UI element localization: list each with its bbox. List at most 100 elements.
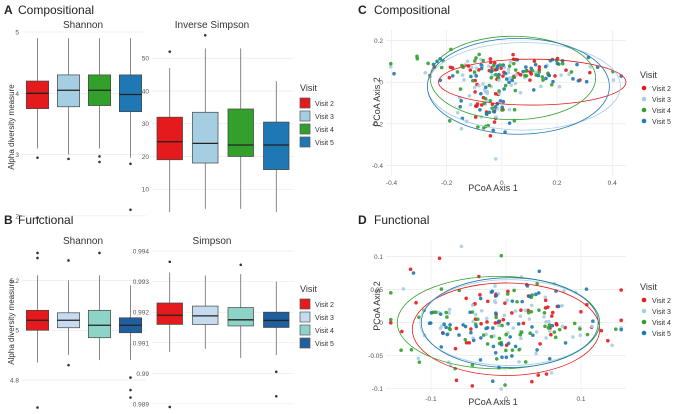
- scatter-d-point-visit-2: [550, 310, 555, 315]
- scatter-d-point-visit-2: [454, 378, 459, 383]
- scatter-d-point-visit-4: [517, 347, 521, 352]
- scatter-c-point-visit-4: [512, 107, 517, 112]
- scatter-d-point-visit-3: [447, 311, 451, 315]
- scatter-d-point-visit-5: [506, 341, 511, 346]
- scatter-c-point-visit-5: [495, 64, 500, 68]
- scatter-d-ellipse-visit-5: [420, 277, 599, 368]
- scatter-c-point-visit-4: [439, 65, 444, 70]
- scatter-c-point-visit-5: [507, 80, 511, 85]
- scatter-c-y-tick-label: 0.2: [374, 38, 383, 45]
- scatter-d-point-visit-4: [504, 348, 508, 353]
- legend-b-key-visit-3: [299, 311, 311, 323]
- A-invsimpson-y-tick-label: 20: [142, 154, 150, 161]
- scatter-d-point-visit-5: [499, 342, 504, 347]
- scatter-d-point-visit-3: [513, 309, 518, 313]
- scatter-d-point-visit-2: [543, 298, 548, 303]
- scatter-d-point-visit-5: [490, 379, 495, 384]
- scatter-d-point-visit-2: [530, 379, 534, 384]
- scatter-c-point-visit-5: [460, 116, 465, 121]
- y-axis-title-c: PCoA Axis 2: [372, 77, 382, 127]
- legend-d-key-visit-2: [641, 297, 647, 303]
- scatter-d-point-visit-2: [454, 326, 459, 331]
- scatter-c-point-visit-4: [415, 56, 420, 61]
- scatter-c-point-visit-2: [511, 52, 515, 57]
- scatter-c-point-visit-3: [559, 73, 563, 77]
- scatter-c-point-visit-5: [584, 79, 589, 84]
- B-shannon-outlier: [129, 396, 132, 399]
- scatter-d-point-visit-3: [544, 319, 548, 324]
- scatter-c-point-visit-3: [494, 115, 498, 120]
- scatter-c-x-tick-label: -0.4: [386, 180, 398, 187]
- scatter-d-point-visit-4: [489, 334, 494, 339]
- scatter-d-point-visit-4: [542, 311, 547, 315]
- scatter-c-point-visit-4: [569, 70, 574, 74]
- B-shannon-outlier: [129, 388, 132, 392]
- scatter-d-y-tick-label: 0.1: [374, 254, 383, 261]
- scatter-d-point-visit-4: [543, 324, 547, 329]
- legend-c-key-visit-5: [641, 118, 647, 124]
- A-shannon-y-tick-label: 3: [15, 152, 19, 159]
- panel-label-d: D: [358, 213, 367, 227]
- scatter-d-point-visit-5: [496, 319, 501, 324]
- scatter-c-point-visit-4: [537, 70, 541, 74]
- scatter-d-point-visit-3: [473, 312, 478, 317]
- scatter-c-point-visit-5: [555, 61, 560, 66]
- scatter-c-point-visit-3: [468, 102, 473, 107]
- scatter-c-point-visit-3: [539, 84, 543, 89]
- scatter-c-point-visit-3: [557, 84, 562, 89]
- scatter-d-point-visit-2: [469, 327, 473, 331]
- scatter-c-point-visit-5: [497, 72, 501, 77]
- facet-title-a-invsimpson: Inverse Simpson: [175, 20, 249, 31]
- scatter-d-point-visit-5: [471, 338, 476, 343]
- scatter-c-point-visit-5: [521, 69, 525, 74]
- scatter-c-point-visit-2: [473, 115, 478, 119]
- scatter-d-point-visit-3: [547, 329, 552, 333]
- scatter-c-point-visit-5: [493, 105, 498, 109]
- scatter-c-point-visit-2: [488, 134, 493, 138]
- scatter-c-point-visit-5: [502, 87, 506, 91]
- scatter-d-point-visit-3: [511, 326, 516, 330]
- scatter-c-point-visit-5: [503, 130, 507, 134]
- scatter-c-point-visit-4: [540, 75, 545, 79]
- scatter-d-point-visit-5: [479, 336, 483, 340]
- scatter-c-point-visit-5: [524, 65, 528, 69]
- scatter-c-point-visit-5: [479, 66, 484, 71]
- scatter-d-point-visit-4: [481, 333, 486, 337]
- scatter-d-point-visit-5: [530, 325, 534, 329]
- scatter-c-x-tick-label: 0: [500, 180, 504, 187]
- scatter-d-point-visit-3: [590, 324, 594, 329]
- scatter-d-point-visit-5: [485, 325, 490, 330]
- scatter-d-x-tick-label: 0: [504, 396, 508, 403]
- scatter-c-y-tick-label: 0: [379, 80, 383, 87]
- scatter-d-point-visit-3: [543, 295, 548, 300]
- scatter-c-point-visit-5: [533, 62, 538, 67]
- facet-title-b-shannon: Shannon: [63, 236, 103, 247]
- scatter-d-point-visit-3: [401, 287, 406, 291]
- facet-title-a-shannon: Shannon: [63, 20, 103, 31]
- scatter-c-point-visit-4: [426, 61, 430, 66]
- scatter-d-point-visit-3: [578, 333, 583, 338]
- scatter-c-point-visit-5: [551, 79, 555, 84]
- scatter-d-point-visit-4: [494, 315, 498, 320]
- scatter-c-point-visit-4: [549, 82, 554, 87]
- scatter-c-point-visit-4: [458, 87, 463, 91]
- scatter-d-point-visit-3: [560, 303, 564, 308]
- scatter-c-point-visit-5: [458, 104, 462, 109]
- scatter-d-point-visit-4: [613, 327, 618, 331]
- scatter-d-point-visit-4: [499, 253, 504, 258]
- scatter-c-point-visit-4: [489, 75, 494, 80]
- panel-title-a: Compositional: [18, 3, 94, 17]
- A-invsimpson-box-visit-4: [227, 108, 254, 157]
- scatter-d-point-visit-2: [521, 321, 526, 326]
- scatter-d-point-visit-4: [528, 331, 532, 335]
- scatter-c-point-visit-5: [575, 62, 579, 67]
- B-shannon-y-tick-label: 4.8: [10, 378, 19, 385]
- scatter-c-point-visit-5: [507, 121, 512, 125]
- scatter-d-point-visit-3: [519, 336, 523, 341]
- scatter-d-point-visit-5: [500, 355, 504, 360]
- legend-c: Visit Visit 2 Visit 3 Visit 4 Visit 5: [640, 70, 671, 126]
- scatter-d-point-visit-4: [572, 321, 577, 326]
- scatter-d-point-visit-2: [414, 300, 418, 305]
- scatter-c-point-visit-3: [472, 85, 477, 90]
- scatter-d-point-visit-5: [536, 291, 541, 295]
